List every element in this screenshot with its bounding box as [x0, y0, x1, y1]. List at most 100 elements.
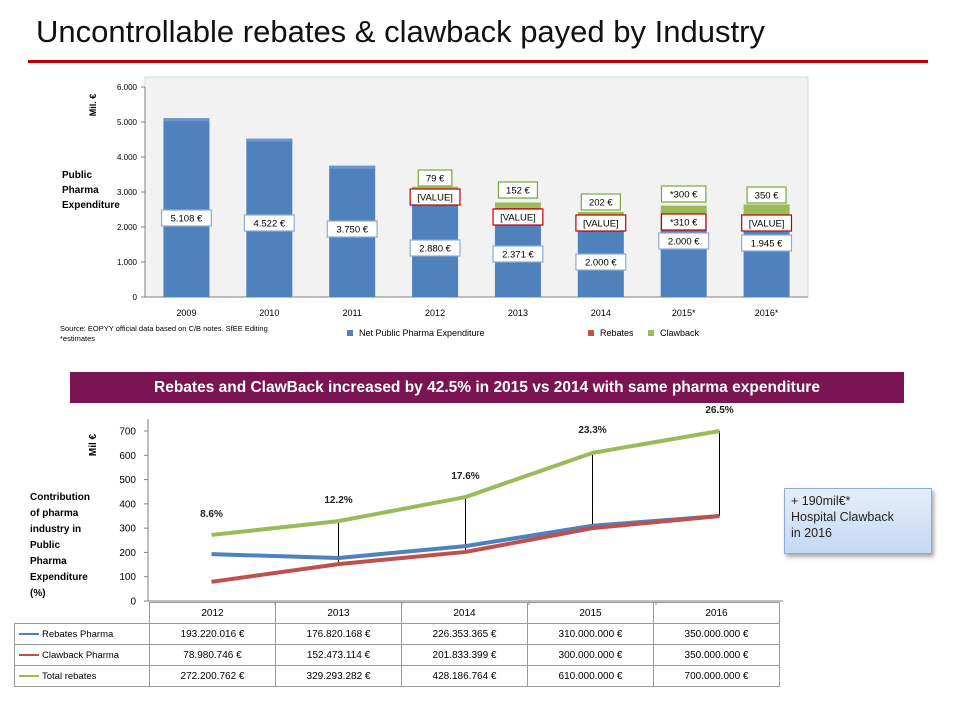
legend-swatch	[347, 330, 353, 336]
percentage-annotation: 17.6%	[451, 471, 479, 482]
title-underline	[28, 60, 928, 63]
table-corner	[14, 602, 150, 624]
data-label-clawback: *300 €	[670, 190, 698, 201]
source-line: Source: EOPYY official data based on C/B…	[60, 324, 268, 333]
side-label: Public	[30, 540, 60, 551]
row-label-text: Clawback Pharma	[42, 649, 120, 661]
table-cell: 176.820.168 €	[275, 623, 402, 645]
table-row: Rebates Pharma 193.220.016 € 176.820.168…	[14, 623, 780, 645]
source-note: Source: EOPYY official data based on C/B…	[60, 324, 268, 344]
data-label-clawback: 350 €	[755, 191, 779, 202]
percentage-annotation: 26.5%	[705, 405, 733, 416]
x-tick-label: 2011	[343, 308, 362, 318]
legend-swatch	[588, 330, 594, 336]
bar-clawback	[743, 204, 790, 217]
table-row: Total rebates 272.200.762 € 329.293.282 …	[14, 665, 780, 687]
column-header: 2012	[149, 602, 276, 624]
data-label-rebates-box	[409, 188, 461, 206]
percentage-annotation: 23.3%	[578, 425, 606, 436]
table-cell: 193.220.016 €	[149, 623, 276, 645]
data-label-net-box	[741, 234, 793, 252]
y-tick-label: 1.000	[117, 258, 138, 267]
row-label: Clawback Pharma	[14, 644, 150, 666]
series-line	[211, 429, 720, 537]
data-label-rebates: [VALUE]	[583, 219, 619, 230]
data-label-net: 3.750 €	[336, 225, 368, 236]
data-label-net-box	[492, 245, 544, 263]
page-title: Uncontrollable rebates & clawback payed …	[36, 14, 765, 49]
data-label-net: 2.880 €	[419, 244, 451, 255]
total-line-swatch	[19, 674, 39, 677]
x-tick-label: 2010	[259, 308, 279, 318]
y-tick-label: 2.000	[117, 223, 138, 232]
table-cell: 152.473.114 €	[275, 644, 402, 666]
row-label-text: Total rebates	[42, 670, 97, 682]
x-tick-label: 2013	[508, 308, 528, 318]
y-tick-label: 300	[119, 524, 136, 535]
data-label-rebates-box	[660, 213, 707, 231]
data-label-net-box	[326, 220, 378, 238]
row-label-text: Rebates Pharma	[42, 628, 114, 640]
y-axis-label: Mil €	[88, 433, 99, 456]
data-label-net: 5.108 €	[171, 214, 203, 225]
table-cell: 310.000.000 €	[527, 623, 654, 645]
bottom-line-chart: 0 100 200 300 400 500 600 700 Mil € Contribution o…	[30, 405, 783, 606]
table-cell: 428.186.764 €	[401, 665, 528, 687]
table-cell: 78.980.746 €	[149, 644, 276, 666]
y-tick-label: 6.000	[117, 83, 138, 92]
y-tick-label: 100	[119, 572, 136, 583]
y-tick-label: 700	[119, 427, 136, 438]
data-label-rebates: [VALUE]	[417, 193, 453, 204]
bar-clawback	[412, 186, 459, 190]
column-header: 2014	[401, 602, 528, 624]
estimates-line: *estimates	[60, 334, 96, 343]
legend-label: Rebates	[600, 328, 634, 338]
bar-clawback	[660, 205, 707, 217]
x-tick-label: 2015*	[672, 308, 696, 318]
data-label-clawback-box	[746, 186, 787, 204]
data-label-rebates: [VALUE]	[749, 219, 785, 230]
data-label-clawback: 79 €	[426, 174, 445, 185]
rebates-line-swatch	[19, 632, 39, 635]
side-label: Contribution	[30, 492, 90, 503]
data-label-net: 2.000 €	[668, 237, 700, 248]
column-header: 2015	[527, 602, 654, 624]
data-label-net-box	[658, 232, 710, 250]
x-tick-label: 2009	[176, 308, 196, 318]
note-line: Hospital Clawback	[791, 510, 894, 524]
data-label-net: 2.371 €	[502, 250, 534, 261]
data-label-clawback-box	[497, 181, 539, 199]
y-tick-label: 600	[119, 451, 136, 462]
column-header: 2013	[275, 602, 402, 624]
table-cell: 350.000.000 €	[653, 644, 780, 666]
row-label: Total rebates	[14, 665, 150, 687]
table-cell: 610.000.000 €	[527, 665, 654, 687]
y-tick-label: 200	[119, 548, 136, 559]
y-tick-label: 0	[133, 293, 138, 302]
table-cell: 350.000.000 €	[653, 623, 780, 645]
data-label-rebates: *310 €	[670, 218, 698, 229]
note-line: in 2016	[791, 526, 833, 540]
table-cell: 201.833.399 €	[401, 644, 528, 666]
top-bar-chart: 0 1.000 2.000 3.000 4.000 5.000 6.000 Mil. € Pub…	[62, 76, 809, 338]
table-cell: 226.353.365 €	[401, 623, 528, 645]
table-cell: 300.000.000 €	[527, 644, 654, 666]
plot-area	[144, 76, 809, 298]
side-label: Expenditure	[62, 200, 120, 211]
y-tick-label: 0	[130, 597, 136, 606]
side-label: Expenditure	[30, 572, 88, 583]
side-label: Pharma	[62, 185, 99, 196]
bar-top-highlight	[163, 118, 210, 122]
y-axis-label: Mil. €	[88, 94, 98, 117]
side-label: (%)	[30, 588, 46, 599]
data-label-rebates-box	[741, 214, 793, 232]
x-tick-label: 2014	[591, 308, 611, 318]
row-label: Rebates Pharma	[14, 623, 150, 645]
data-label-net: 4.522 €	[253, 219, 285, 230]
bar-top-highlight	[329, 165, 376, 169]
y-tick-label: 400	[119, 499, 136, 510]
series-line	[211, 514, 720, 584]
y-tick-label: 500	[119, 475, 136, 486]
legend-label: Clawback	[660, 328, 700, 338]
data-label-clawback-box	[660, 185, 707, 203]
